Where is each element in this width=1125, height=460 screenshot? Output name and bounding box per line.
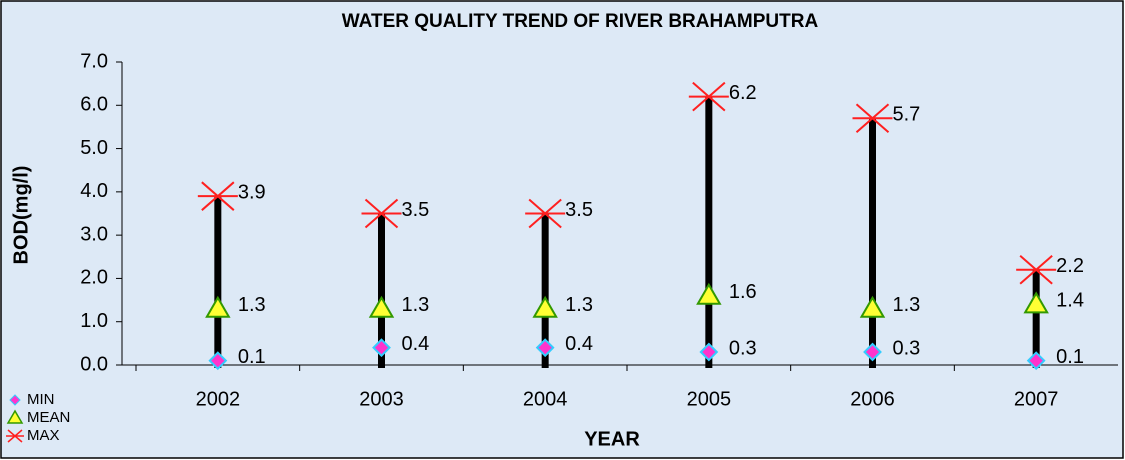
min-marker <box>863 342 882 362</box>
y-tick-label: 2.0 <box>80 267 108 289</box>
min-marker <box>535 338 555 358</box>
y-tick-label: 7.0 <box>80 50 108 72</box>
x-tick-label: 2002 <box>196 388 241 410</box>
x-tick-label: 2006 <box>850 388 895 410</box>
y-axis-title: BOD(mg/l) <box>10 166 32 265</box>
value-label: 6.2 <box>729 82 757 104</box>
value-label: 1.3 <box>565 294 593 316</box>
value-label: 0.4 <box>402 333 430 355</box>
value-label: 5.7 <box>893 104 921 126</box>
max-marker <box>525 198 566 229</box>
value-label: 1.3 <box>238 294 266 316</box>
legend-label: MAX <box>27 427 60 444</box>
value-label: 0.3 <box>893 337 921 359</box>
value-label: 1.3 <box>402 294 430 316</box>
legend-label: MIN <box>27 391 55 408</box>
legend-marker <box>9 394 21 406</box>
y-tick-label: 5.0 <box>80 137 108 159</box>
x-tick-label: 2005 <box>687 388 732 410</box>
chart-title: WATER QUALITY TREND OF RIVER BRAHAMPUTRA <box>342 11 819 32</box>
value-label: 0.3 <box>729 337 757 359</box>
value-label: 0.1 <box>238 346 266 368</box>
min-marker <box>208 351 228 371</box>
value-label: 1.6 <box>729 281 757 303</box>
y-tick-label: 6.0 <box>80 94 108 116</box>
mean-marker <box>696 282 722 305</box>
legend-marker <box>6 429 24 443</box>
value-label: 1.3 <box>893 294 921 316</box>
x-tick-label: 2004 <box>523 388 568 410</box>
legend-label: MEAN <box>27 409 70 426</box>
y-tick-label: 0.0 <box>80 353 108 375</box>
value-label: 1.4 <box>1056 290 1084 312</box>
value-label: 2.2 <box>1056 255 1084 277</box>
min-marker <box>699 342 719 362</box>
legend-marker <box>6 409 24 424</box>
mean-marker <box>368 295 395 318</box>
mean-marker <box>1023 291 1049 314</box>
value-label: 0.1 <box>1056 346 1084 368</box>
max-marker <box>1016 255 1057 285</box>
y-tick-label: 1.0 <box>80 310 108 332</box>
x-tick-label: 2003 <box>359 388 404 410</box>
min-marker <box>1026 351 1046 371</box>
value-label: 3.5 <box>565 199 593 221</box>
value-label: 3.9 <box>238 181 266 203</box>
max-marker <box>361 198 402 229</box>
x-tick-label: 2007 <box>1014 388 1059 410</box>
x-axis-title: YEAR <box>584 428 640 450</box>
max-marker <box>852 103 893 134</box>
max-marker <box>197 181 238 211</box>
mean-marker <box>205 295 231 318</box>
max-marker <box>688 81 729 112</box>
value-label: 3.5 <box>402 199 430 221</box>
value-label: 0.4 <box>565 333 593 355</box>
y-tick-label: 4.0 <box>80 180 108 202</box>
mean-marker <box>532 295 558 318</box>
y-tick-label: 3.0 <box>80 223 108 245</box>
mean-marker <box>859 295 886 318</box>
min-marker <box>372 338 391 358</box>
